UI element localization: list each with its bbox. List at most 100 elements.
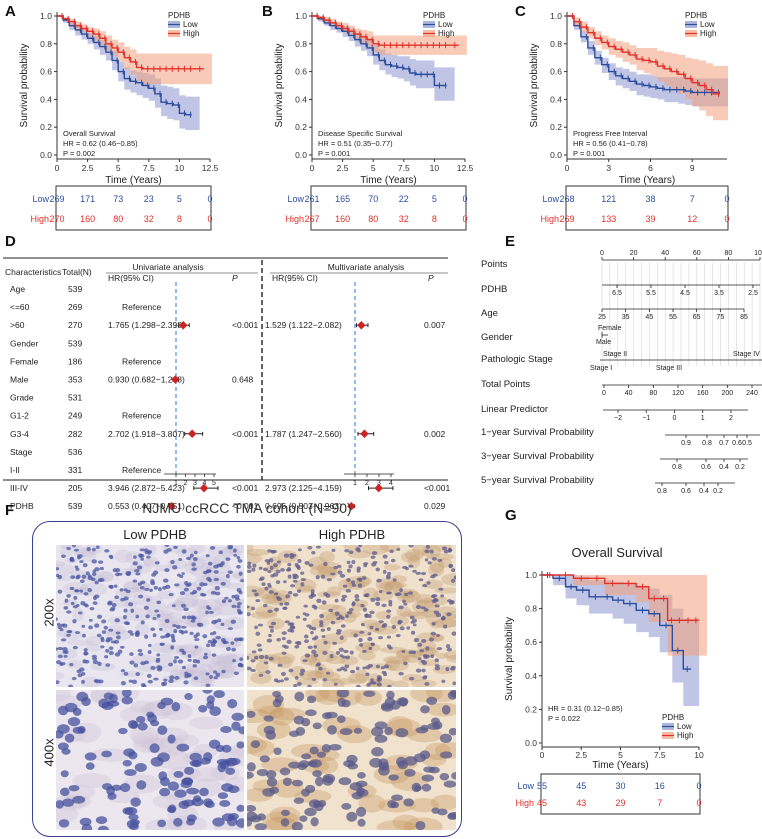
cell-nucleus <box>270 621 277 626</box>
cell-nucleus <box>336 715 346 724</box>
cell-nucleus <box>163 678 168 682</box>
cell-nucleus <box>146 673 152 679</box>
cell-nucleus <box>81 697 91 707</box>
cell-nucleus <box>109 608 115 612</box>
nomo-row-label: Gender <box>481 332 513 343</box>
cell-nucleus <box>258 578 263 581</box>
nomo-5yr-tick-label: 0.6 <box>681 488 691 495</box>
stroma-patch <box>265 592 288 606</box>
km-g-risk-count: 29 <box>615 798 625 808</box>
forest-row-uni-p: <0.001 <box>232 429 259 439</box>
cell-nucleus <box>68 630 73 634</box>
cell-nucleus <box>173 770 184 778</box>
km-g-x-tick-label: 7.5 <box>654 750 666 760</box>
cell-nucleus <box>420 724 429 731</box>
survival-curve-high <box>567 15 721 95</box>
cell-nucleus <box>263 725 275 735</box>
stroma-patch <box>143 602 170 614</box>
forest-row-n: 205 <box>68 483 82 493</box>
cell-nucleus <box>250 659 256 663</box>
stroma-patch <box>392 680 409 687</box>
cell-nucleus <box>431 594 436 599</box>
stroma-patch <box>258 705 285 719</box>
panel-label-d: D <box>5 233 16 250</box>
cell-nucleus <box>145 614 150 619</box>
cell-nucleus <box>125 589 131 594</box>
cell-nucleus <box>358 637 363 643</box>
cell-nucleus <box>162 681 168 686</box>
cell-nucleus <box>376 578 382 583</box>
x-tick-label: 7.5 <box>143 163 155 173</box>
cell-nucleus <box>325 671 331 675</box>
cell-nucleus <box>415 820 426 830</box>
forest-row-n: 539 <box>68 501 82 511</box>
cell-nucleus <box>362 607 368 612</box>
cell-nucleus <box>410 630 416 635</box>
stroma-patch <box>416 640 437 652</box>
cell-nucleus <box>370 555 376 559</box>
nomo-total-tick-label: 160 <box>697 390 709 397</box>
cell-nucleus <box>330 572 336 576</box>
stroma-patch <box>56 690 72 702</box>
tma-image-low-400x <box>56 690 244 830</box>
ci-band-low <box>312 16 455 101</box>
cell-nucleus <box>198 704 208 713</box>
cell-nucleus <box>391 794 403 801</box>
km-g-x-tick-label: 5 <box>618 750 623 760</box>
cell-nucleus <box>346 568 351 573</box>
stroma-patch <box>360 619 381 628</box>
risk-table-frame <box>55 185 212 231</box>
forest-row-uni-hr: 1.765 (1.298−2.398) <box>108 320 185 330</box>
cell-nucleus <box>205 683 211 687</box>
cell-nucleus <box>199 582 205 587</box>
cell-nucleus <box>220 726 232 734</box>
cell-nucleus <box>59 787 70 797</box>
cell-nucleus <box>336 628 342 633</box>
cell-nucleus <box>247 804 257 812</box>
cell-nucleus <box>318 666 323 671</box>
cell-nucleus <box>79 817 92 826</box>
cell-nucleus <box>57 654 63 659</box>
cell-nucleus <box>169 675 175 680</box>
cell-nucleus <box>157 819 167 828</box>
stroma-patch <box>86 636 102 646</box>
cell-nucleus <box>144 587 150 591</box>
cell-nucleus <box>227 546 233 550</box>
forest-row-label: PDHB <box>10 501 34 511</box>
cell-nucleus <box>349 782 363 791</box>
cell-nucleus <box>69 586 75 591</box>
cell-nucleus <box>167 804 177 814</box>
cell-nucleus <box>370 597 376 602</box>
nomo-linear-tick-label: −2 <box>614 415 622 422</box>
cell-nucleus <box>114 652 121 657</box>
cell-nucleus <box>449 690 456 698</box>
cell-nucleus <box>146 711 155 718</box>
risk-count: 23 <box>144 194 154 204</box>
cell-nucleus <box>56 660 62 665</box>
cell-nucleus <box>105 663 111 667</box>
cell-nucleus <box>139 548 145 552</box>
cell-nucleus <box>346 611 353 615</box>
stroma-patch <box>310 650 339 663</box>
cell-nucleus <box>264 586 269 591</box>
cell-nucleus <box>163 549 169 554</box>
cell-nucleus <box>120 645 125 649</box>
cell-nucleus <box>92 569 97 573</box>
cell-nucleus <box>445 667 450 672</box>
cell-nucleus <box>424 558 429 562</box>
cell-nucleus <box>255 631 261 636</box>
cell-nucleus <box>293 797 305 804</box>
cell-nucleus <box>191 562 196 567</box>
cell-nucleus <box>357 818 366 827</box>
cell-nucleus <box>259 755 270 763</box>
cell-nucleus <box>353 727 363 734</box>
stroma-patch <box>436 652 449 659</box>
cell-nucleus <box>288 590 293 595</box>
cell-nucleus <box>57 724 70 734</box>
legend-title: PDHB <box>685 11 707 20</box>
cell-nucleus <box>247 762 256 772</box>
cell-nucleus <box>150 666 156 670</box>
cell-nucleus <box>134 762 147 772</box>
forest-row-n: 539 <box>68 338 82 348</box>
cell-nucleus <box>173 545 178 549</box>
